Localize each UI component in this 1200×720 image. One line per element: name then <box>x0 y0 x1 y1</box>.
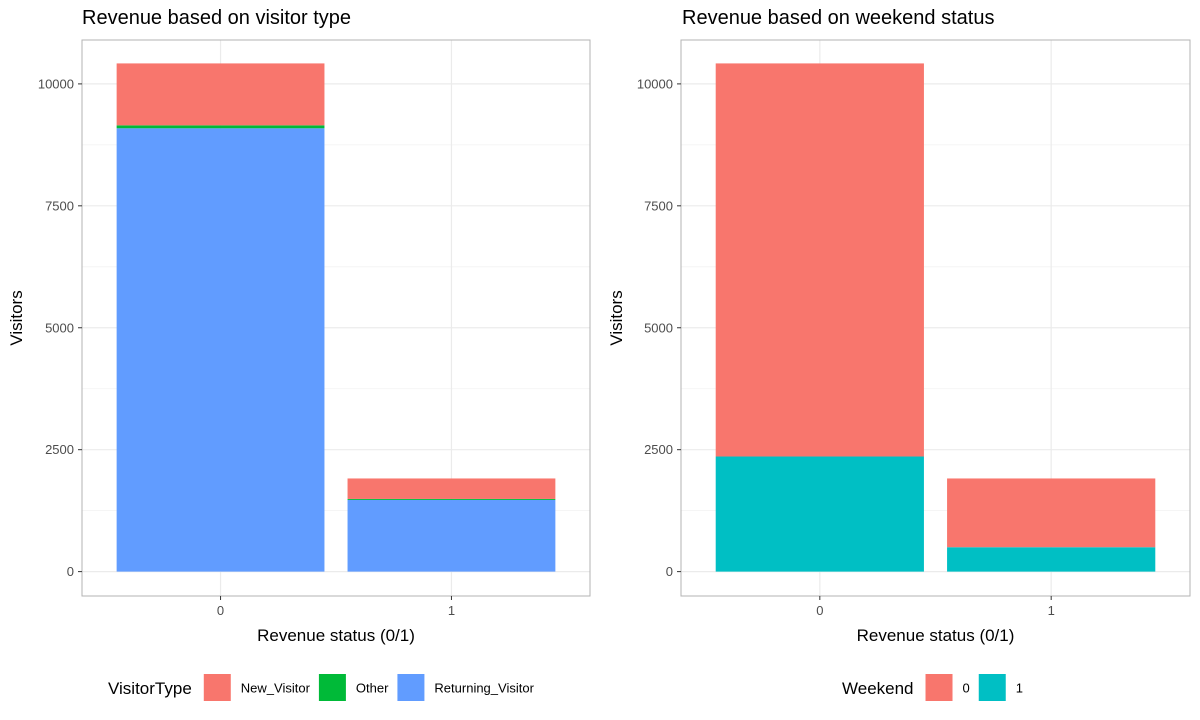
legend-label: Returning_Visitor <box>434 681 534 696</box>
x-tick-label: 1 <box>1048 603 1055 618</box>
legend-swatch-new-visitor <box>203 674 231 701</box>
panel-border <box>680 39 1191 597</box>
legend-label: 1 <box>1016 681 1023 696</box>
bar-1-0 <box>715 456 924 572</box>
x-axis-title: Revenue status (0/1) <box>257 626 415 645</box>
panel-border <box>81 39 591 597</box>
bar-new-visitor-1 <box>347 478 556 499</box>
legend-label: Other <box>356 681 389 696</box>
legend-swatch-1 <box>978 674 1006 701</box>
legend-swatch-returning-visitor <box>397 674 425 701</box>
y-tick-label: 0 <box>67 564 74 579</box>
y-axis-title: Visitors <box>7 290 26 345</box>
legend-swatch-0 <box>925 674 953 701</box>
y-tick-label: 2500 <box>644 442 673 457</box>
chart-title: Revenue based on weekend status <box>682 7 994 29</box>
y-tick-label: 2500 <box>45 442 74 457</box>
bar-0-1 <box>947 478 1156 548</box>
bar-returning-visitor-1 <box>347 499 556 572</box>
legend-title: Weekend <box>842 679 914 698</box>
x-tick-label: 0 <box>217 603 224 618</box>
y-axis-title: Visitors <box>607 290 626 345</box>
chart-panel-1: Revenue based on visitor type 0 2500 5000 75… <box>7 7 591 701</box>
bar-0-0 <box>715 63 924 457</box>
legend: Weekend 0 1 <box>842 674 1023 701</box>
y-tick-label: 5000 <box>45 320 74 335</box>
x-tick-label: 1 <box>448 603 455 618</box>
y-tick-label: 5000 <box>644 320 673 335</box>
y-tick-label: 10000 <box>637 76 673 91</box>
chart-title: Revenue based on visitor type <box>82 7 351 29</box>
bar-returning-visitor-0 <box>116 128 325 572</box>
y-tick-label: 0 <box>666 564 673 579</box>
legend-label: New_Visitor <box>241 681 311 696</box>
x-axis-title: Revenue status (0/1) <box>857 626 1015 645</box>
y-tick-label: 7500 <box>45 198 74 213</box>
bar-new-visitor-0 <box>116 63 325 126</box>
y-tick-label: 7500 <box>644 198 673 213</box>
legend: VisitorType New_Visitor Other Returning_Vis… <box>108 674 535 701</box>
y-tick-label: 10000 <box>38 76 74 91</box>
bar-1-1 <box>947 547 1156 572</box>
x-tick-label: 0 <box>816 603 823 618</box>
chart-panel-2: Revenue based on weekend status 0 2500 5000… <box>607 7 1191 701</box>
bar-other-0 <box>116 125 325 129</box>
legend-label: 0 <box>963 681 970 696</box>
bar-other-1 <box>347 498 556 500</box>
legend-swatch-other <box>318 674 346 701</box>
legend-title: VisitorType <box>108 679 192 698</box>
